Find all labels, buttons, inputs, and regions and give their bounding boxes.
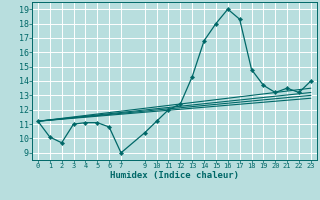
- X-axis label: Humidex (Indice chaleur): Humidex (Indice chaleur): [110, 171, 239, 180]
